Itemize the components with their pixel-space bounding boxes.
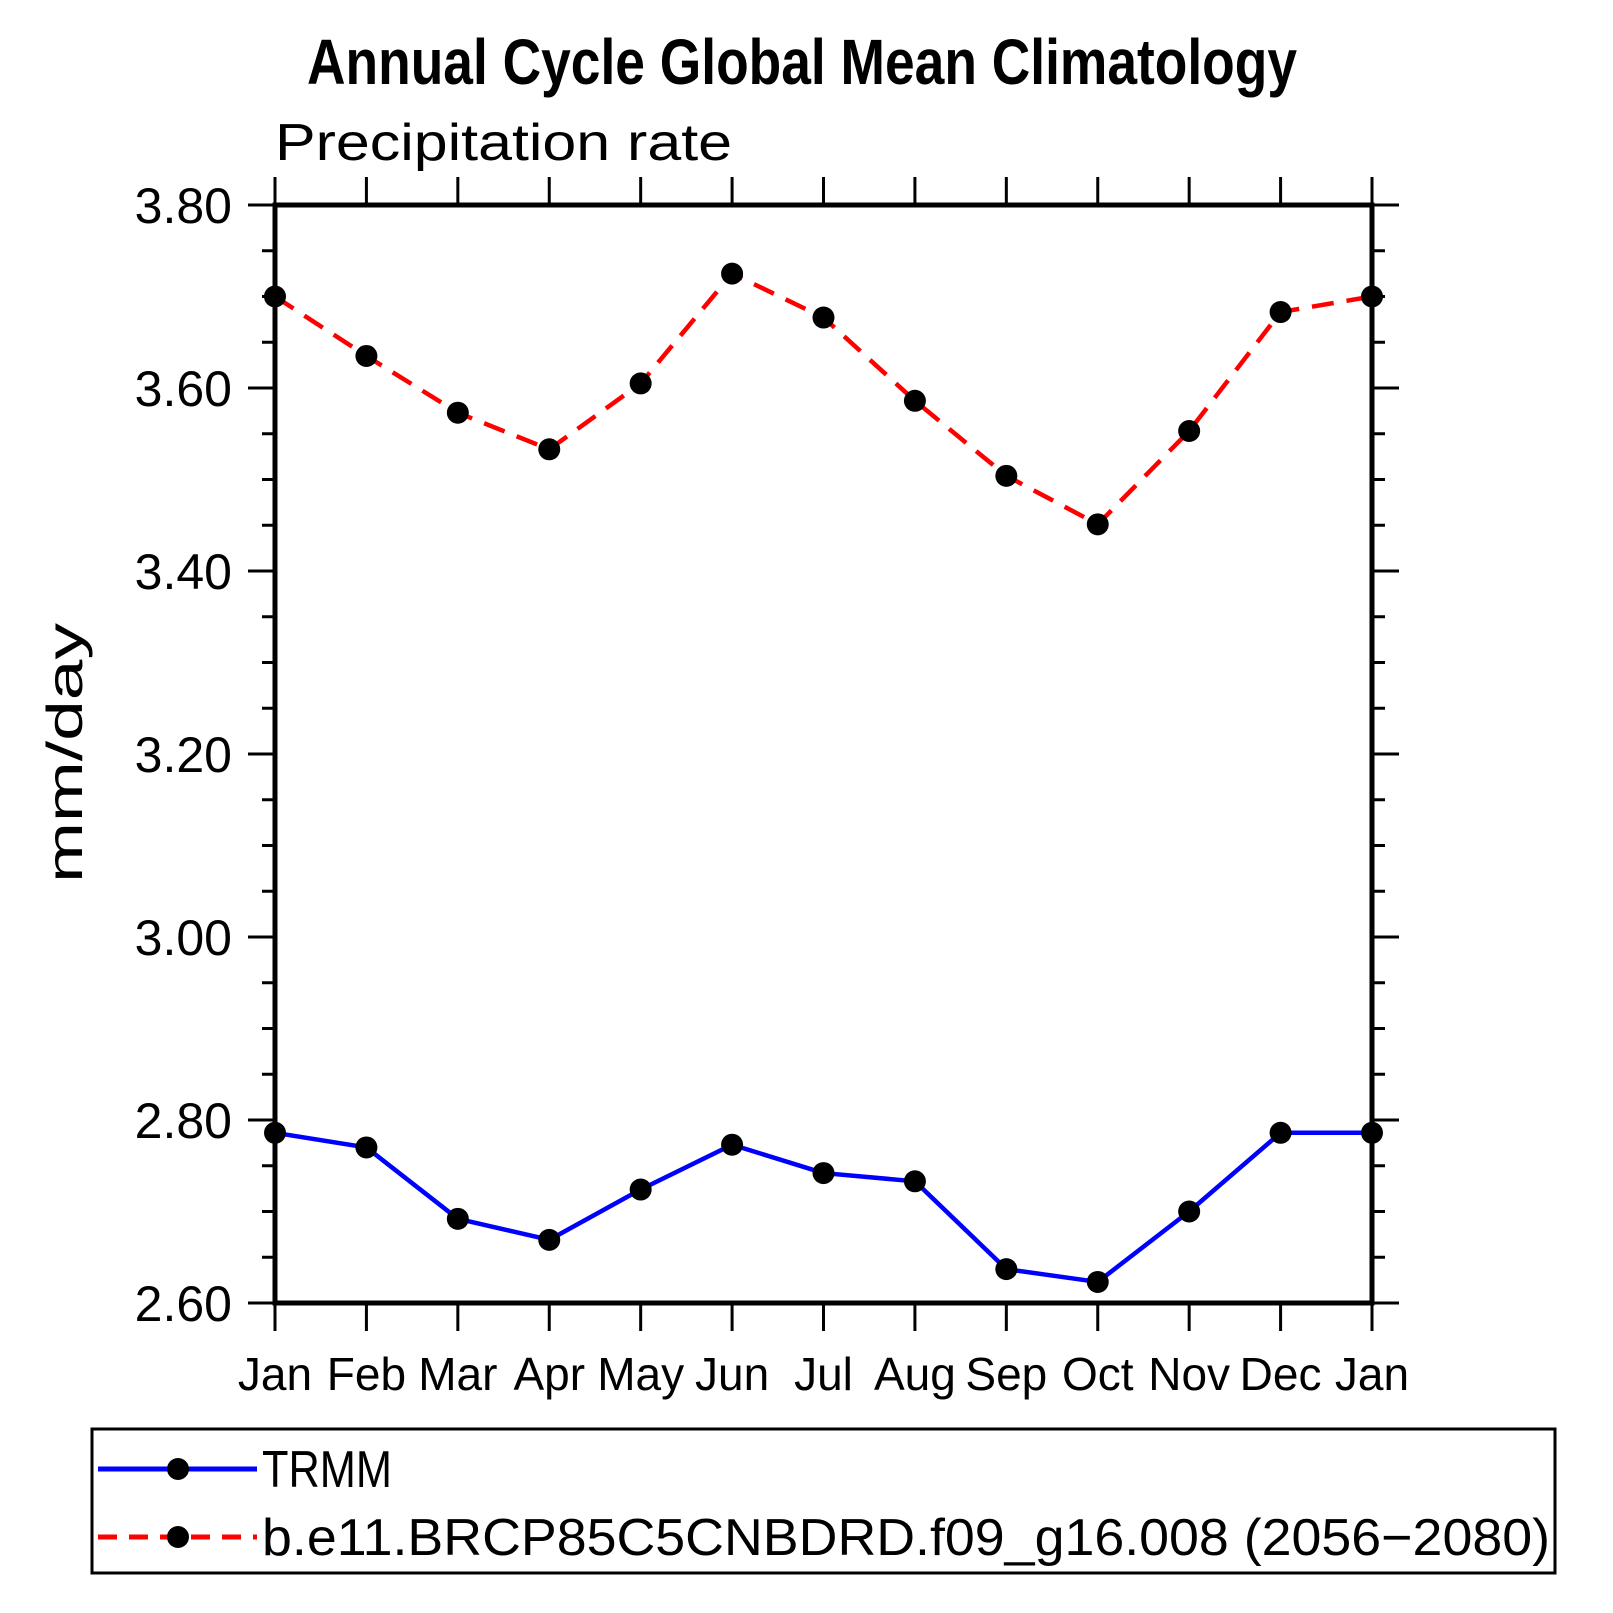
model-marker bbox=[1361, 285, 1383, 308]
legend-marker-trmm bbox=[167, 1458, 189, 1480]
x-tick-label: Nov bbox=[1148, 1348, 1230, 1400]
series-layer bbox=[264, 262, 1383, 1293]
model-marker bbox=[355, 344, 378, 367]
model-marker bbox=[1269, 301, 1292, 324]
legend-entry-trmm: TRMM bbox=[98, 1441, 392, 1499]
y-tick-label: 2.60 bbox=[135, 1276, 232, 1332]
model-marker bbox=[721, 262, 744, 285]
model-marker bbox=[903, 389, 926, 412]
y-tick-label: 3.40 bbox=[135, 544, 232, 600]
y-tick-label: 3.80 bbox=[135, 178, 232, 234]
model-marker bbox=[446, 401, 469, 424]
x-tick-label: Feb bbox=[327, 1348, 406, 1400]
chart-subtitle: Precipitation rate bbox=[275, 114, 732, 172]
model-marker bbox=[629, 372, 652, 395]
trmm-marker bbox=[1361, 1121, 1383, 1144]
trmm-marker bbox=[903, 1170, 926, 1193]
model-marker bbox=[995, 464, 1018, 487]
trmm-marker bbox=[538, 1228, 561, 1251]
trmm-marker bbox=[1269, 1121, 1292, 1144]
x-tick-label: Jan bbox=[238, 1348, 312, 1400]
trmm-marker bbox=[446, 1207, 469, 1230]
axes: 2.60 2.80 3.00 3.20 3.40 3.60 3.80 Jan Feb Mar Apr… bbox=[135, 177, 1409, 1400]
trmm-marker bbox=[721, 1133, 744, 1156]
y-tick-label: 3.20 bbox=[135, 727, 232, 783]
y-tick-label: 3.00 bbox=[135, 910, 232, 966]
model-marker bbox=[1086, 513, 1109, 536]
x-tick-label: Aug bbox=[874, 1348, 956, 1400]
y-tick-label: 3.60 bbox=[135, 361, 232, 417]
model-marker bbox=[538, 438, 561, 461]
trmm-marker bbox=[264, 1121, 286, 1144]
trmm-line bbox=[274, 1130, 1372, 1285]
trmm-marker bbox=[355, 1136, 378, 1159]
trmm-marker bbox=[629, 1178, 652, 1201]
model-marker bbox=[1178, 420, 1201, 443]
legend: TRMM b.e11.BRCP85C5CNBDRD.f09_g16.008 (2… bbox=[90, 1427, 1557, 1575]
chart-title: Annual Cycle Global Mean Climatology bbox=[307, 26, 1297, 98]
trmm-marker bbox=[1178, 1200, 1201, 1223]
model-marker bbox=[264, 285, 286, 308]
legend-label-trmm: TRMM bbox=[262, 1441, 392, 1499]
y-axis-label: mm/day bbox=[37, 623, 93, 883]
x-tick-label: Sep bbox=[965, 1348, 1047, 1400]
model-marker bbox=[812, 306, 835, 329]
x-tick-label: Apr bbox=[513, 1348, 585, 1400]
x-tick-label: Jan bbox=[1335, 1348, 1409, 1400]
x-tick-label: Dec bbox=[1240, 1348, 1322, 1400]
legend-entry-model: b.e11.BRCP85C5CNBDRD.f09_g16.008 (2056−2… bbox=[98, 1509, 1550, 1567]
legend-label-model: b.e11.BRCP85C5CNBDRD.f09_g16.008 (2056−2… bbox=[262, 1509, 1550, 1567]
trmm-marker bbox=[812, 1162, 835, 1185]
x-tick-label: Mar bbox=[418, 1348, 497, 1400]
legend-marker-model bbox=[167, 1526, 189, 1548]
trmm-marker bbox=[1086, 1270, 1109, 1293]
x-tick-label: May bbox=[597, 1348, 684, 1400]
x-tick-label: Jul bbox=[794, 1348, 853, 1400]
trmm-marker bbox=[995, 1258, 1018, 1281]
x-tick-label: Oct bbox=[1062, 1348, 1134, 1400]
plot-frame bbox=[272, 202, 1375, 1306]
x-tick-label: Jun bbox=[695, 1348, 769, 1400]
legend-box bbox=[90, 1427, 1557, 1575]
y-tick-label: 2.80 bbox=[135, 1093, 232, 1149]
